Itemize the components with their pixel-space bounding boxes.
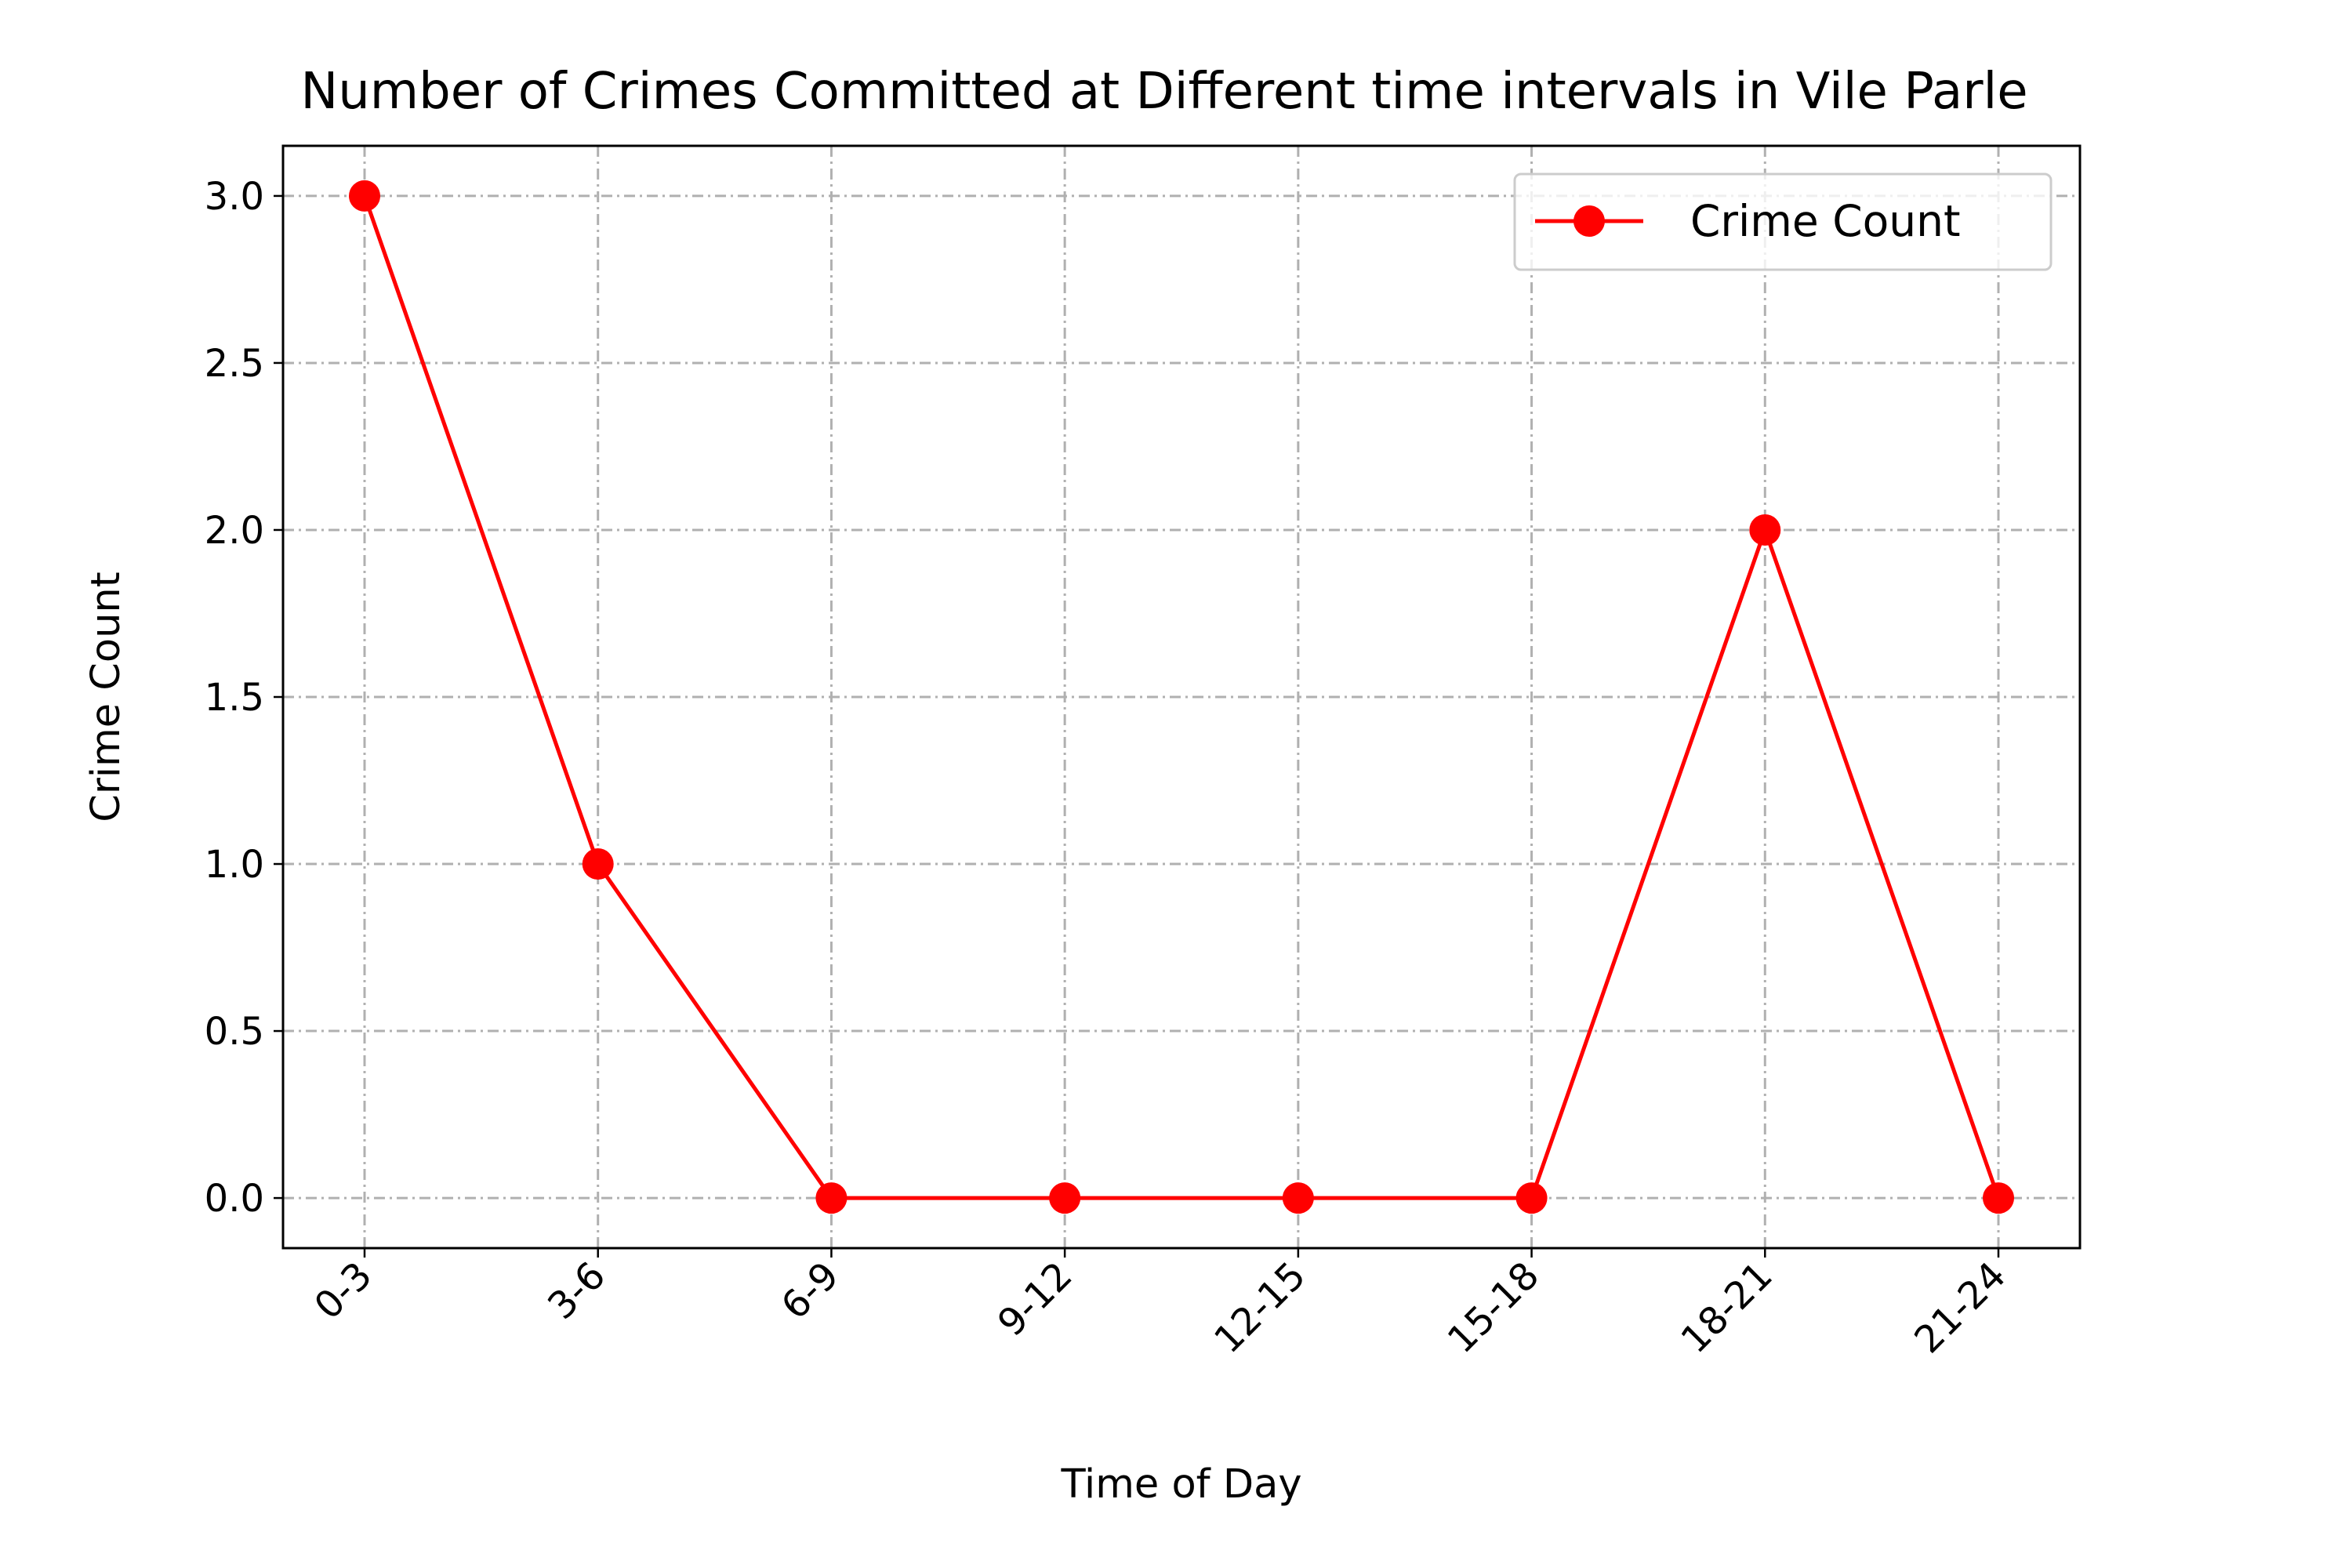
x-tick-label: 0-3 [306, 1254, 380, 1328]
y-tick-label: 2.0 [205, 509, 264, 553]
y-axis-label: Crime Count [83, 572, 129, 822]
y-tick-label: 1.5 [205, 676, 264, 720]
data-point [582, 848, 614, 880]
y-tick-label: 2.5 [205, 342, 264, 386]
series-crime-count [349, 180, 2014, 1214]
data-point [349, 180, 380, 212]
x-axis-ticks: 0-3 3-6 6-9 9-12 12-15 15-18 18-21 21-24 [306, 1248, 2014, 1362]
legend-box [1513, 172, 2053, 271]
x-tick-label: 15-18 [1439, 1254, 1548, 1362]
x-tick-label: 3-6 [539, 1254, 614, 1328]
data-point [1282, 1182, 1314, 1214]
legend: Crime Count [1513, 172, 2053, 271]
x-tick-label: 9-12 [989, 1254, 1081, 1345]
chart-title: Number of Crimes Committed at Different … [300, 63, 2027, 121]
x-tick-label: 18-21 [1673, 1254, 1781, 1362]
data-point [815, 1182, 848, 1214]
x-axis-label: Time of Day [1060, 1461, 1301, 1508]
legend-marker-swatch [1573, 205, 1605, 237]
data-point [1515, 1182, 1548, 1214]
data-point [1983, 1182, 2014, 1214]
grid-lines [283, 146, 2080, 1248]
x-tick-label: 21-24 [1906, 1254, 2014, 1362]
data-point [1749, 514, 1781, 546]
y-axis-ticks: 0.0 0.5 1.0 1.5 2.0 2.5 3.0 [205, 175, 283, 1221]
y-tick-label: 0.0 [205, 1177, 264, 1221]
x-tick-label: 6-9 [773, 1254, 848, 1328]
x-tick-label: 12-15 [1206, 1254, 1314, 1362]
y-tick-label: 0.5 [205, 1010, 264, 1054]
y-tick-label: 1.0 [205, 843, 264, 887]
series-line [362, 195, 2001, 1200]
legend-label: Crime Count [1690, 196, 1961, 246]
data-point [1049, 1182, 1081, 1214]
y-tick-label: 3.0 [205, 175, 264, 219]
